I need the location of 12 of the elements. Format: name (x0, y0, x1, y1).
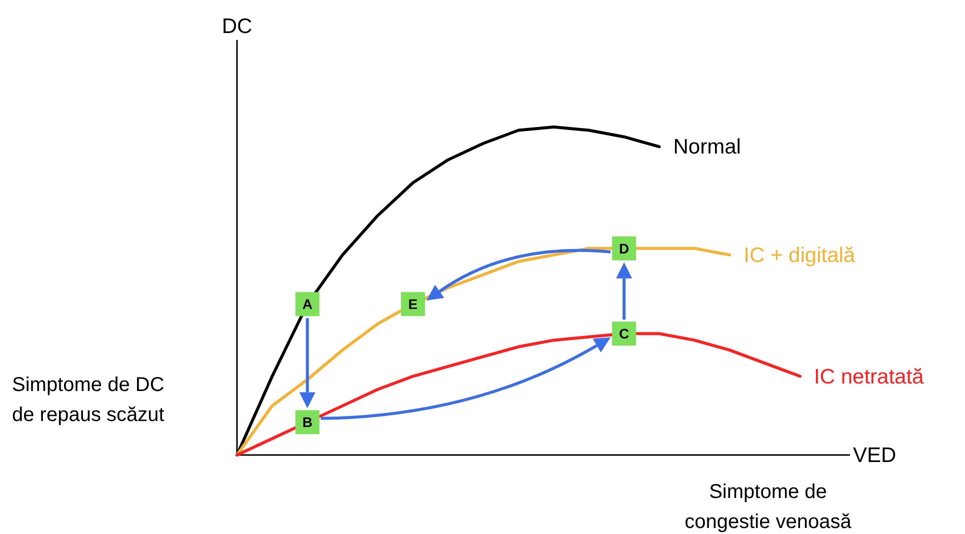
series-label: IC netratată (814, 365, 924, 388)
annotation: B (302, 414, 312, 430)
text: Simptome de DC de repaus scăzut (12, 374, 165, 426)
annotation: E (408, 296, 418, 312)
y-axis-title: DC (222, 15, 252, 38)
annotation: D (619, 240, 630, 256)
annotation: C (619, 326, 630, 342)
text: Simptome de congestie venoasă (684, 481, 852, 533)
series-label: Normal (673, 136, 741, 159)
x-axis-title: VED (853, 444, 896, 467)
series-label: IC + digitală (744, 244, 856, 267)
annotation: A (302, 296, 312, 312)
